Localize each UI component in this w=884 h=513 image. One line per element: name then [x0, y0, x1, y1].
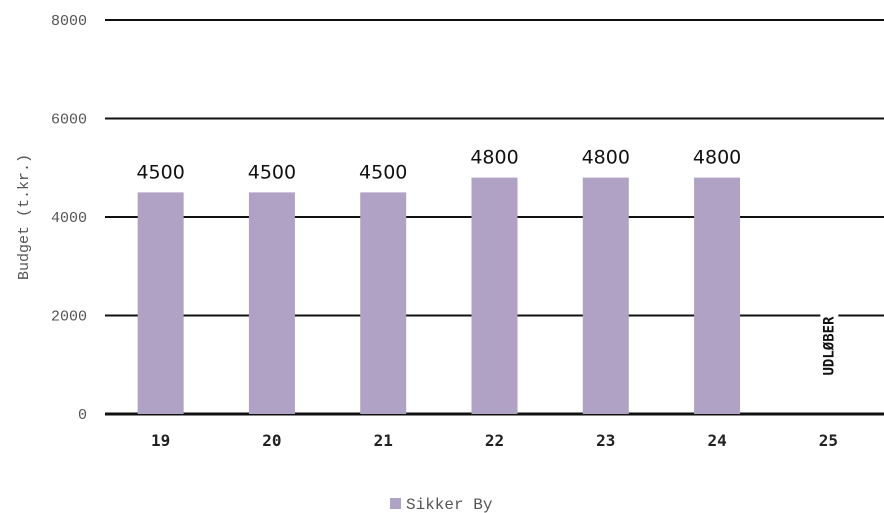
data-label-20: 4500 — [248, 161, 296, 183]
expiry-annotation: UDLØBER — [821, 316, 837, 376]
y-tick-labels: 0 2000 4000 6000 8000 — [51, 13, 87, 424]
bar-21 — [360, 192, 406, 414]
data-label-23: 4800 — [582, 147, 630, 169]
x-tick-label-23: 23 — [596, 431, 615, 450]
bars — [138, 178, 740, 414]
bar-22 — [472, 178, 518, 414]
y-tick-label-0: 0 — [78, 407, 87, 424]
data-label-19: 4500 — [136, 161, 184, 183]
x-tick-label-19: 19 — [151, 431, 170, 450]
bar-24 — [694, 178, 740, 414]
y-tick-label-8000: 8000 — [51, 13, 87, 30]
y-tick-label-6000: 6000 — [51, 112, 87, 129]
y-tick-label-4000: 4000 — [51, 210, 87, 227]
x-tick-labels: 19 20 21 22 23 24 25 — [151, 431, 838, 450]
bar-19 — [138, 192, 184, 414]
x-tick-label-24: 24 — [707, 431, 726, 450]
data-label-22: 4800 — [470, 147, 518, 169]
bar-20 — [249, 192, 295, 414]
x-tick-label-22: 22 — [485, 431, 504, 450]
legend: Sikker By — [390, 496, 493, 513]
legend-swatch — [390, 498, 401, 509]
bar-23 — [583, 178, 629, 414]
y-tick-label-2000: 2000 — [51, 309, 87, 326]
data-label-24: 4800 — [693, 147, 741, 169]
x-tick-label-20: 20 — [262, 431, 281, 450]
y-axis-label: Budget (t.kr.) — [16, 154, 33, 280]
data-labels: 4500 4500 4500 4800 4800 4800 — [136, 147, 741, 184]
x-tick-label-25: 25 — [819, 431, 838, 450]
data-label-21: 4500 — [359, 161, 407, 183]
legend-label: Sikker By — [406, 496, 493, 513]
x-tick-label-21: 21 — [374, 431, 393, 450]
